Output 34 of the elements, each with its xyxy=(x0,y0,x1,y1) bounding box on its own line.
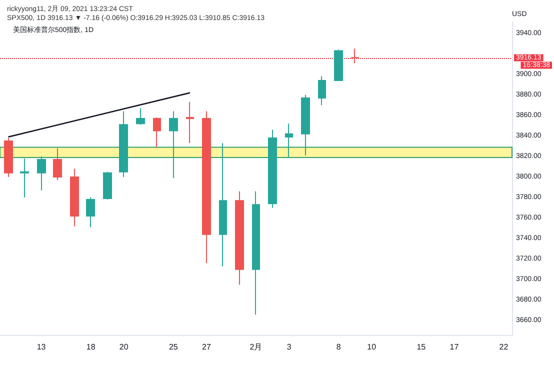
x-tick-label: 25 xyxy=(168,342,178,352)
candlestick xyxy=(70,168,79,227)
candlestick xyxy=(169,110,178,178)
candlestick xyxy=(4,137,13,178)
candlestick xyxy=(119,110,128,178)
candlestick xyxy=(37,156,46,191)
candlestick xyxy=(351,48,359,64)
x-tick-label: 13 xyxy=(36,342,46,352)
candlestick xyxy=(334,49,343,81)
candlestick xyxy=(285,123,293,158)
candlestick xyxy=(235,190,244,286)
x-tick-label: 20 xyxy=(119,342,129,352)
candlestick xyxy=(53,148,62,181)
x-tick-label: 27 xyxy=(202,342,212,352)
candlestick xyxy=(186,102,194,144)
candlestick xyxy=(202,110,211,264)
candlestick xyxy=(252,190,260,315)
x-tick-label: 15 xyxy=(416,342,426,352)
candlestick xyxy=(20,158,29,198)
x-tick-label: 3 xyxy=(286,342,292,352)
x-tick-label: 18 xyxy=(86,342,96,352)
candlestick xyxy=(103,171,112,200)
candlestick xyxy=(219,142,227,267)
x-tick-label: 22 xyxy=(499,342,509,352)
candlestick xyxy=(136,108,145,126)
x-tick-label: 8 xyxy=(336,342,342,352)
candlestick xyxy=(301,94,310,156)
candlestick xyxy=(268,129,277,208)
x-tick-label: 17 xyxy=(450,342,460,352)
candlestick xyxy=(153,116,161,148)
x-tick-label: 10 xyxy=(367,342,377,352)
candlestick xyxy=(86,196,95,228)
x-tick-label: 2月 xyxy=(250,342,262,352)
candlestick xyxy=(318,76,326,106)
